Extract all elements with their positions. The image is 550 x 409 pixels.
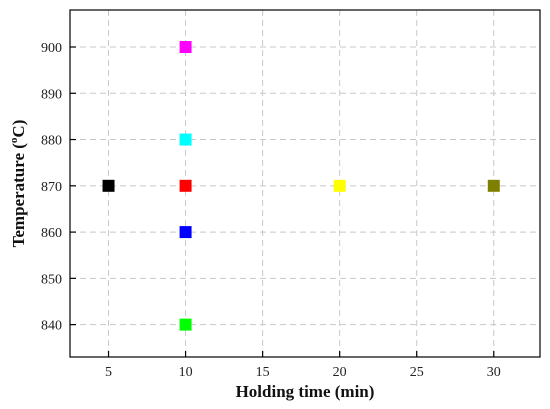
y-tick-label: 900 <box>41 41 62 56</box>
data-point-2 <box>179 41 192 54</box>
data-point-8 <box>487 179 500 192</box>
data-points <box>102 41 500 331</box>
x-tick-label: 20 <box>333 365 347 380</box>
x-tick-label: 5 <box>105 365 112 380</box>
y-tick-label: 850 <box>41 272 62 287</box>
data-point-5 <box>179 226 192 239</box>
x-axis-label: Holding time (min) <box>236 382 375 401</box>
y-tick-label: 870 <box>41 180 62 195</box>
x-tick-label: 25 <box>410 365 424 380</box>
x-axis-ticks: 5 10 15 20 25 30 <box>105 351 501 380</box>
data-point-6 <box>179 318 192 331</box>
data-point-4 <box>179 179 192 192</box>
x-tick-label: 30 <box>487 365 501 380</box>
y-tick-label: 860 <box>41 226 62 241</box>
y-tick-label: 880 <box>41 134 62 149</box>
plot-frame <box>69 9 541 358</box>
x-tick-label: 10 <box>179 365 193 380</box>
data-point-1 <box>102 179 115 192</box>
data-point-3 <box>179 133 192 146</box>
y-tick-label: 840 <box>41 319 62 334</box>
x-tick-label: 15 <box>256 365 270 380</box>
y-axis-label-part-1: Temperature ( <box>9 143 28 248</box>
y-axis-label-superscript: o <box>8 137 20 143</box>
grid-lines <box>70 10 540 357</box>
data-point-7 <box>333 179 346 192</box>
y-tick-label: 890 <box>41 87 62 102</box>
y-axis-label-part-3: C) <box>9 120 28 138</box>
y-axis-label: Temperature (oC) <box>8 120 28 248</box>
y-axis-ticks: 840 850 860 870 880 890 900 <box>41 41 76 334</box>
